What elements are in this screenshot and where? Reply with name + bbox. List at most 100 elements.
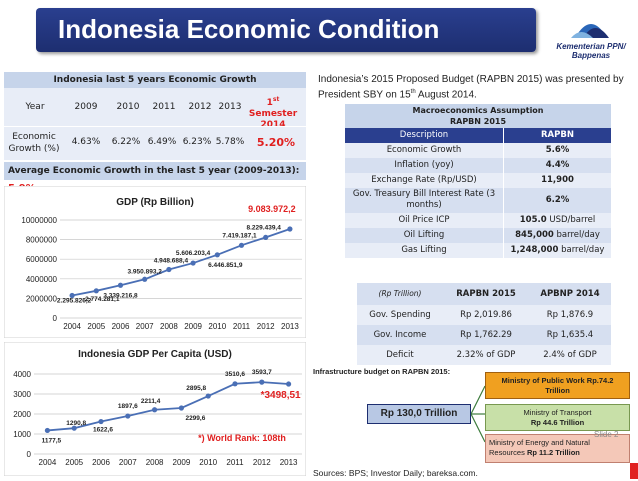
data-point bbox=[263, 234, 269, 240]
data-point bbox=[69, 292, 75, 299]
ministry-amount: Rp 11.2 Trillion bbox=[526, 448, 580, 457]
semester-growth-value: 5.20% bbox=[256, 136, 296, 149]
budget-label: Gov. Income bbox=[373, 330, 427, 340]
macro-title-1: Macroeconomics Assumption bbox=[412, 106, 544, 115]
x-tick-label: 2007 bbox=[119, 458, 137, 467]
table-row: Gov. Spending Rp 2,019.86 Rp 1,876.9 bbox=[357, 305, 611, 325]
budget-col-rapbn: RAPBN 2015 bbox=[456, 289, 516, 299]
data-label: 2.774.281,1 bbox=[85, 296, 120, 303]
data-point bbox=[286, 381, 292, 387]
growth-value-row: Economic Growth (%) 4.63% 6.22% 6.49% 6.… bbox=[4, 126, 306, 156]
corner-accent bbox=[630, 463, 638, 479]
data-label: *3498,51 bbox=[261, 390, 301, 401]
ministry-transport: Ministry of Transport Rp 44.6 Trillion bbox=[485, 404, 630, 431]
ministry-line: Ministry of Transport bbox=[523, 408, 592, 417]
data-point bbox=[117, 282, 124, 288]
macro-val-unit: USD/barrel bbox=[546, 215, 596, 225]
data-point bbox=[232, 381, 238, 387]
data-label: 5.606.203,4 bbox=[176, 250, 211, 257]
x-tick-label: 2013 bbox=[280, 458, 298, 467]
data-label: 6.446.851,9 bbox=[208, 262, 243, 269]
data-label: 9.083.972,2 bbox=[248, 204, 296, 214]
data-label: 2211,4 bbox=[141, 398, 161, 405]
semester-year: 2014 bbox=[260, 120, 286, 130]
macro-assumption-table: Macroeconomics Assumption RAPBN 2015 Des… bbox=[345, 104, 611, 258]
data-label: 8.229.439,4 bbox=[247, 224, 282, 231]
growth-table-title: Indonesia last 5 years Economic Growth bbox=[4, 72, 306, 88]
gdp-per-capita-chart-svg: Indonesia GDP Per Capita (USD) 0 1000 2000 3… bbox=[3, 341, 307, 477]
macro-col-val: RAPBN bbox=[541, 130, 574, 140]
intro-part-2: August 2014. bbox=[415, 89, 477, 101]
growth-row-label: Economic Growth (%) bbox=[6, 131, 62, 155]
logo-text-2: Bappenas bbox=[571, 51, 611, 60]
table-row: Gov. Income Rp 1,762.29 Rp 1,635.4 bbox=[357, 325, 611, 345]
table-row: Oil Lifting 845,000 barrel/day bbox=[345, 228, 611, 243]
x-tick-label: 2011 bbox=[233, 322, 251, 331]
bappenas-logo: Kementerian PPN/ Bappenas bbox=[545, 8, 635, 68]
data-point bbox=[125, 413, 131, 419]
growth-year-row: Year 2009 2010 2011 2012 2013 1st Semest… bbox=[4, 94, 306, 130]
macro-val-num: 105.0 bbox=[519, 215, 547, 225]
macro-val: 11,900 bbox=[504, 173, 611, 188]
data-label: 2895,8 bbox=[186, 385, 206, 392]
data-point bbox=[178, 405, 184, 411]
growth-row-label-2: Growth (%) bbox=[8, 144, 60, 154]
chart-frame bbox=[3, 185, 307, 339]
data-label: 1177,5 bbox=[42, 437, 62, 444]
budget-value: Rp 1,876.9 bbox=[546, 310, 594, 320]
data-point bbox=[214, 252, 220, 258]
budget-intro-text: Indonesia’s 2015 Proposed Budget (RAPBN … bbox=[318, 74, 636, 101]
x-tick-label: 2004 bbox=[39, 458, 57, 467]
ministry-energy: Ministry of Energy and Natural Resources… bbox=[485, 434, 630, 463]
macro-desc: Inflation (yoy) bbox=[345, 158, 504, 173]
ministry-public-work: Ministry of Public Work Rp.74.2 Trillion bbox=[485, 372, 630, 399]
data-label: 1897,6 bbox=[118, 403, 138, 410]
macro-desc: Oil Price ICP bbox=[345, 213, 504, 228]
macro-val-unit: barrel/day bbox=[558, 245, 605, 255]
budget-value: Rp 1,762.29 bbox=[460, 330, 512, 340]
x-tick-label: 2005 bbox=[87, 322, 105, 331]
budget-value: Rp 2,019.86 bbox=[460, 310, 512, 320]
data-point bbox=[71, 425, 77, 431]
x-tick-label: 2009 bbox=[173, 458, 191, 467]
ministry-line: Resources bbox=[489, 448, 527, 457]
macro-desc: Oil Lifting bbox=[345, 228, 504, 243]
data-point bbox=[190, 260, 196, 266]
growth-cell: 6.22% bbox=[111, 137, 141, 147]
y-tick-label: 4000000 bbox=[26, 275, 58, 284]
data-point bbox=[93, 288, 99, 294]
macro-val-unit: barrel/day bbox=[553, 230, 600, 240]
infrastructure-total: Rp 130,0 Trillion bbox=[367, 404, 471, 424]
semester-num: 1 bbox=[266, 98, 273, 108]
data-label: 7.419.187,1 bbox=[222, 232, 257, 239]
macro-col-desc: Description bbox=[345, 128, 504, 143]
macro-val-num: 5.6% bbox=[545, 145, 570, 155]
bappenas-logo-icon bbox=[571, 24, 609, 38]
data-label: 4.948.688,4 bbox=[154, 258, 189, 265]
year-cell: 2009 bbox=[74, 102, 98, 112]
table-row: Oil Price ICP 105.0 USD/barrel bbox=[345, 213, 611, 228]
data-point bbox=[238, 242, 245, 248]
chart-annotation: *) World Rank: 108th bbox=[198, 433, 286, 443]
budget-value: Rp 1,635.4 bbox=[546, 330, 594, 340]
page-title: Indonesia Economic Condition bbox=[58, 14, 440, 44]
growth-cell: 4.63% bbox=[71, 137, 101, 147]
average-growth-bar: Average Economic Growth in the last 5 ye… bbox=[4, 162, 306, 194]
data-label: 3510,6 bbox=[225, 371, 245, 378]
data-label: 2.295.826,2 bbox=[57, 298, 92, 305]
sources-text: Sources: BPS; Investor Daily; bareksa.co… bbox=[313, 468, 478, 478]
year-cell: 2013 bbox=[218, 102, 242, 112]
chart-title: GDP (Rp Billion) bbox=[116, 197, 194, 208]
ministry-line: Rp 44.6 Trillion bbox=[530, 418, 585, 427]
macro-header-row: Description RAPBN bbox=[345, 128, 611, 143]
data-point bbox=[166, 266, 172, 273]
y-tick-label: 10000000 bbox=[21, 216, 57, 225]
growth-row-label-1: Economic bbox=[12, 132, 56, 142]
x-tick-label: 2006 bbox=[112, 322, 130, 331]
data-point bbox=[259, 379, 265, 385]
data-point bbox=[205, 393, 211, 399]
budget-label: Deficit bbox=[386, 350, 414, 360]
series-line bbox=[71, 228, 291, 297]
gdp-per-capita-chart: Indonesia GDP Per Capita (USD) 0 1000 2000 3… bbox=[3, 341, 307, 477]
data-label: 1622,6 bbox=[93, 427, 113, 434]
